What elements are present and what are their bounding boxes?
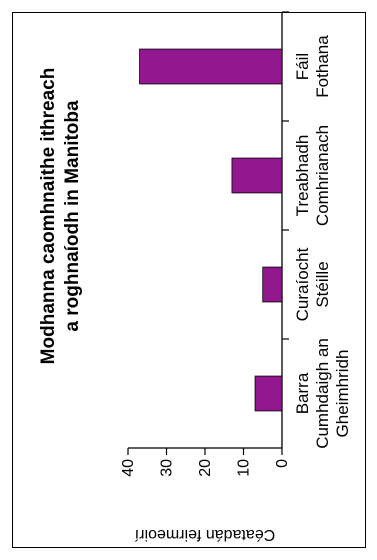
bar xyxy=(231,157,283,194)
y-tick-label: 0 xyxy=(274,459,291,468)
category-labels: BarraCumhdaigh anGheimhridh CuraíochtStéi… xyxy=(293,35,352,449)
bar xyxy=(262,266,283,303)
y-tick-label: 40 xyxy=(120,459,137,477)
chart-title: Modhanna caomhnaithe ithreach a roghnaíod… xyxy=(38,68,83,365)
y-axis-label: Céatadán feirmeoirí xyxy=(134,526,275,543)
category-label: FáilFothana xyxy=(293,35,332,98)
chart-title-text: Modhanna caomhnaithe ithreach a roghnaíod… xyxy=(38,68,83,365)
bar xyxy=(139,48,283,85)
bars xyxy=(139,48,283,412)
y-tick-label: 30 xyxy=(159,459,176,477)
y-tick-label: 10 xyxy=(236,459,253,477)
category-label: BarraCumhdaigh anGheimhridh xyxy=(293,338,352,449)
y-tick-label: 20 xyxy=(197,459,214,477)
category-label: CuraíochtStéille xyxy=(293,247,332,321)
chart-frame xyxy=(12,12,366,548)
y-axis-ticks: 0 10 20 30 40 xyxy=(120,11,291,477)
bar xyxy=(254,375,283,412)
category-label: TreabhadhComhrianach xyxy=(293,125,332,226)
